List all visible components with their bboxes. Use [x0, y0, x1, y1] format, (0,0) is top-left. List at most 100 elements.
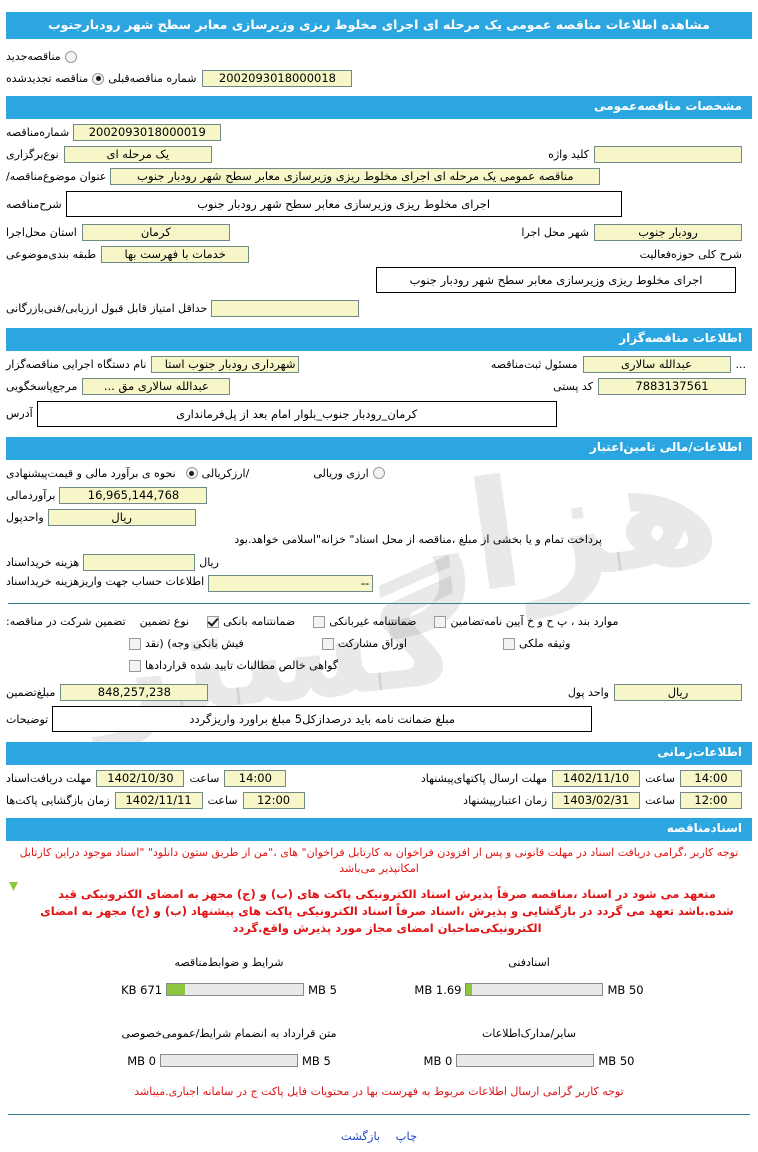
guarantee-option-1-label: ضمانتنامه بانکی [223, 615, 296, 629]
submit-date-field[interactable]: 1402/11/10 [552, 770, 641, 788]
submit-time-field[interactable]: 14:00 [680, 770, 742, 788]
agency-row: ... عبدالله سالاری مسئول ثبت‌مناقصه شهرد… [6, 355, 752, 374]
guarantee-option-6-label: وثیقه ملکی [519, 637, 571, 651]
estimate-method-row: ارزی وریالی /ارزکریالی نحوه ی برآورد مال… [6, 464, 752, 483]
receive-docs-time-field[interactable]: 14:00 [224, 770, 287, 788]
timing-row-1: 14:00 ساعت 1402/11/10 مهلت ارسال پاکتهای… [6, 769, 752, 788]
guarantee-option-6-checkbox[interactable] [503, 637, 515, 650]
guarantee-option-5-checkbox[interactable] [321, 637, 334, 650]
keyword-field[interactable] [594, 146, 742, 164]
holding-type-label: نوع‌برگزاری [6, 148, 59, 162]
validity-date-field[interactable]: 1403/02/31 [552, 792, 641, 810]
category-row: شرح کلی حوزه‌فعالیت خدمات با فهرست بها ط… [6, 245, 752, 264]
divider-guarantee [8, 603, 750, 605]
guarantee-option-4-checkbox[interactable] [129, 637, 141, 650]
guarantee-option-7-checkbox[interactable] [129, 659, 141, 672]
validity-time-field[interactable]: 12:00 [680, 792, 742, 810]
doc-cost-field[interactable] [83, 554, 196, 572]
tender-type-renewed-row: 2002093018000018 شماره مناقصه‌قبلی مناقص… [6, 69, 752, 88]
city-field[interactable]: رودبار جنوب [594, 224, 742, 242]
tender-description-field[interactable]: اجرای مخلوط ریزی وزیرسازی معابر سطح شهر … [65, 191, 622, 218]
receive-docs-date-field[interactable]: 1402/10/30 [96, 770, 185, 788]
page-root: مشاهده اطلاعات مناقصه عمومی یک مرحله ای … [0, 12, 758, 1143]
account-info-field[interactable]: -- [208, 575, 374, 593]
opening-label: زمان بازگشایی پاکت‌ها [6, 794, 110, 808]
radio-foreign-currency-label: ارزی وریالی [313, 466, 369, 480]
province-label: استان محل‌اجرا [6, 226, 77, 240]
radio-rial-currency-icon[interactable] [185, 467, 198, 480]
contact-field[interactable]: عبدالله سالاری مق ... [82, 377, 231, 395]
submit-time-label: ساعت [645, 772, 675, 786]
guarantee-option-3[interactable]: موارد بند ، پ ح و خ آیین نامه‌تضامین [434, 615, 618, 628]
radio-renewed-tender-icon[interactable] [92, 72, 105, 85]
address-field[interactable]: کرمان_رودبار جنوب_بلوار امام بعد از پل‌ف… [36, 400, 557, 427]
section-finance-header: اطلاعات/مالی تامین‌اعتبار [6, 436, 752, 460]
section-general-header: مشخصات مناقصه‌عمومی [6, 96, 752, 120]
guarantee-type-label: نوع تضمین [139, 615, 190, 629]
estimate-field[interactable]: 16,965,144,768 [59, 486, 208, 504]
guarantee-option-4[interactable]: فیش بانکی وجه) (نقد [129, 637, 244, 650]
section-organizer-header: اطلاعات مناقصه‌گزار [6, 328, 752, 351]
radio-option-rial-currency[interactable]: /ارزکریالی [185, 466, 250, 480]
tender-number-row: 2002093018000019 شماره‌مناقصه [6, 123, 752, 142]
description-row: اجرای مخلوط ریزی وزیرسازی معابر سطح شهر … [6, 191, 752, 218]
documents-footer-note: توجه کاربر گرامی ارسال اطلاعات مربوط به … [134, 1084, 624, 1098]
section-documents-header: اسنادمناقصه [6, 818, 752, 841]
holding-type-field[interactable]: یک مرحله ای [63, 146, 212, 164]
upload-track-other-docs [456, 1054, 595, 1068]
guarantee-option-7-label: گواهی خالص مطالبات تایید شده قراردادها [145, 659, 339, 673]
radio-option-renewed-tender[interactable]: مناقصه تجدیدشده [6, 72, 105, 85]
guarantee-amount-field[interactable]: 848,257,238 [60, 684, 209, 702]
guarantee-option-1-checkbox[interactable] [207, 615, 220, 628]
currency-unit-field[interactable]: ریال [47, 508, 196, 526]
subject-row: مناقصه عمومی یک مرحله ای اجرای مخلوط ریز… [6, 167, 752, 186]
opening-time-field[interactable]: 12:00 [242, 792, 305, 810]
section-timing-header: اطلاعات‌زمانی [6, 742, 752, 766]
min-score-field[interactable] [211, 300, 360, 318]
guarantee-remarks-field[interactable]: مبلغ ضمانت نامه باید درصداز‌کل5 مبلغ برا… [52, 706, 593, 733]
guarantee-option-6[interactable]: وثیقه ملکی [503, 637, 570, 650]
postal-code-field[interactable]: 7883137561 [598, 377, 746, 395]
documents-bold-note: متعهد می شود در اسناد ،مناقصه صرفاً پذیر… [40, 886, 734, 936]
radio-option-foreign-currency[interactable]: ارزی وریالی [313, 466, 385, 480]
registrar-label: مسئول ثبت‌مناقصه [490, 357, 578, 371]
radio-option-new-tender[interactable]: مناقصه‌جدید [6, 50, 77, 63]
registrar-field[interactable]: عبدالله سالاری [582, 355, 731, 373]
category-field[interactable]: خدمات با فهرست بها [101, 246, 250, 264]
currency-unit-label: واحدپول [6, 510, 44, 524]
tender-number-field[interactable]: 2002093018000019 [73, 124, 222, 142]
tender-subject-field[interactable]: مناقصه عمومی یک مرحله ای اجرای مخلوط ریز… [110, 168, 601, 186]
agency-field[interactable]: شهرداری رودبار جنوب استا [151, 355, 300, 373]
guarantee-remarks-row: مبلغ ضمانت نامه باید درصداز‌کل5 مبلغ برا… [6, 706, 752, 733]
receive-docs-time-label: ساعت [189, 772, 220, 786]
tender-number-label: شماره‌مناقصه [6, 126, 70, 140]
upload-item-other-docs: سایر/مدارک‌اطلاعات 50 MB 0 MB [414, 1027, 644, 1068]
guarantee-option-3-checkbox[interactable] [434, 615, 447, 628]
upload-fill-technical-docs [466, 984, 472, 996]
contact-label: مرجع‌پاسخگویی [6, 379, 78, 393]
guarantee-currency-field[interactable]: ریال [614, 684, 742, 702]
upload-bar-terms-conditions: 5 MB 671 KB [114, 983, 344, 997]
guarantee-option-1[interactable]: ضمانتنامه بانکی [207, 615, 295, 628]
upload-bar-other-docs: 50 MB 0 MB [414, 1054, 644, 1068]
guarantee-option-7[interactable]: گواهی خالص مطالبات تایید شده قراردادها [129, 659, 338, 672]
activity-scope-field[interactable]: اجرای مخلوط ریزی وزیرسازی معابر سطح شهر … [376, 267, 736, 294]
radio-rial-currency-label: /ارزکریالی [201, 466, 250, 480]
guarantee-option-5[interactable]: اوراق مشارکت [321, 637, 407, 650]
radio-new-tender-icon[interactable] [64, 50, 77, 63]
guarantee-currency-label: واحد پول [567, 686, 609, 700]
radio-foreign-currency-icon[interactable] [372, 467, 385, 480]
guarantee-option-2-checkbox[interactable] [313, 615, 326, 628]
province-field[interactable]: کرمان [81, 224, 230, 242]
upload-track-contract-text [160, 1054, 298, 1068]
opening-date-field[interactable]: 1402/11/11 [114, 792, 203, 810]
back-link[interactable]: بازگشت [340, 1129, 381, 1144]
guarantee-row-1: موارد بند ، پ ح و خ آیین نامه‌تضامین ضما… [6, 612, 752, 631]
min-score-label: حداقل امتیاز قابل قبول ارزیابی/فنی‌بازرگ… [6, 302, 208, 316]
previous-tender-number-field[interactable]: 2002093018000018 [202, 70, 353, 88]
upload-title-other-docs: سایر/مدارک‌اطلاعات [482, 1026, 576, 1040]
guarantee-remarks-label: توضیحات [6, 712, 49, 726]
print-link[interactable]: چاپ [395, 1129, 418, 1144]
guarantee-option-2[interactable]: ضمانتنامه غیربانکی [313, 615, 416, 628]
payment-note: پرداخت تمام و یا بخشی از مبلغ ،مناقصه از… [234, 532, 602, 546]
